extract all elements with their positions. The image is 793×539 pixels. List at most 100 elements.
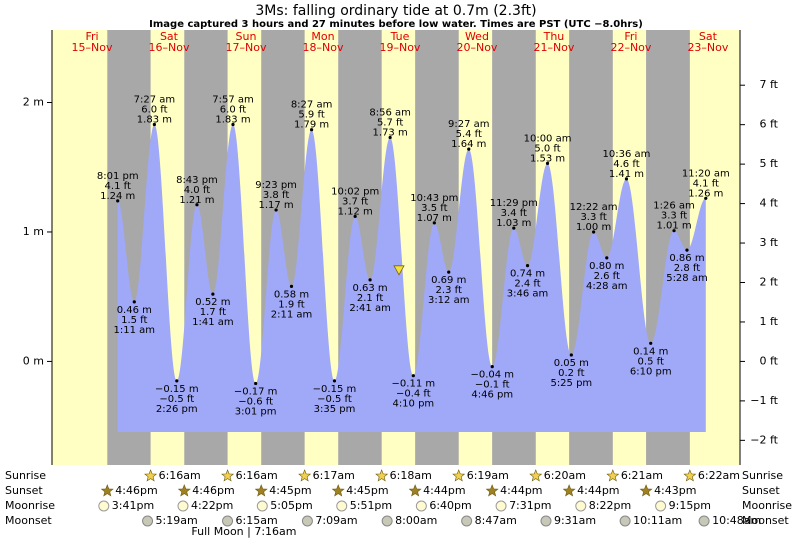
sunrise-time: 6:17am <box>313 469 355 482</box>
sunrise-icon <box>375 469 389 482</box>
tide-point <box>447 270 451 274</box>
tide-label: 0.5 ft <box>638 356 664 367</box>
tide-label: 3.8 ft <box>263 190 289 201</box>
moonset-time: 5:19am <box>156 514 198 527</box>
tide-point <box>211 292 215 296</box>
moon-phase: Full Moon | 7:16am <box>191 525 296 538</box>
sunset-icon <box>100 484 114 497</box>
y-tick-label: 1 m <box>23 225 44 238</box>
day-date: 17–Nov <box>225 41 266 54</box>
tide-label: 1.73 m <box>373 127 408 138</box>
tide-label: 10:02 pm <box>331 186 379 197</box>
moonset-time: 7:09am <box>315 514 357 527</box>
tide-label: 9:23 pm <box>255 180 297 191</box>
tide-point <box>289 284 294 288</box>
tide-label: 0.74 m <box>510 269 545 280</box>
tide-point <box>704 196 708 200</box>
y-tick-label: 0 m <box>23 354 44 367</box>
tide-label: 10:00 am <box>524 133 572 144</box>
row-label: Moonset <box>742 514 789 527</box>
tide-point <box>254 381 258 386</box>
row-label: Sunrise <box>5 469 46 482</box>
tide-label: 3:46 am <box>507 289 549 300</box>
day-name: Wed <box>465 30 489 43</box>
moonrise-time: 4:22pm <box>191 499 233 512</box>
tide-point <box>685 248 689 252</box>
sunrise-icon <box>683 469 697 482</box>
tide-label: 1.00 m <box>576 222 611 233</box>
sunset-icon <box>177 484 191 497</box>
sunset-time: 4:44pm <box>500 484 542 497</box>
y2-tick-label: 6 ft <box>760 118 779 131</box>
tide-label: 7:57 am <box>212 95 254 106</box>
tide-label: 5.0 ft <box>534 143 560 154</box>
sunset-icon <box>562 484 576 497</box>
moonset-icon <box>381 515 393 527</box>
tide-label: 1.64 m <box>451 139 486 150</box>
chart-title: 3Ms: falling ordinary tide at 0.7m (2.3f… <box>255 3 536 19</box>
tide-point <box>490 365 494 369</box>
tide-area <box>117 124 706 432</box>
tide-point <box>132 300 136 304</box>
tide-label: 1:11 am <box>114 325 156 336</box>
moonrise-icon <box>177 500 189 512</box>
moonrise-icon <box>655 500 667 512</box>
tide-label: 7:27 am <box>134 95 176 106</box>
tide-point <box>368 278 372 282</box>
day-date: 21–Nov <box>533 41 574 54</box>
moonrise-time: 8:22pm <box>589 499 631 512</box>
tide-label: 0.58 m <box>274 289 309 300</box>
tide-label: −0.5 ft <box>317 394 352 405</box>
tide-point <box>175 379 179 383</box>
tide-label: 10:43 pm <box>410 193 458 204</box>
current-marker <box>393 265 405 276</box>
sunset-icon <box>254 484 268 497</box>
tide-label: 2:11 am <box>271 309 313 320</box>
tide-point <box>309 128 314 132</box>
tide-label: 2:41 am <box>349 303 391 314</box>
tide-label: 3:12 am <box>428 295 470 306</box>
y2-tick-label: 3 ft <box>760 236 779 249</box>
row-label: Sunset <box>5 484 43 497</box>
tide-point <box>274 208 278 212</box>
tide-label: 12:22 am <box>570 202 618 213</box>
day-name: Sun <box>236 30 257 43</box>
tide-label: −0.15 m <box>313 384 357 395</box>
day-date: 15–Nov <box>72 41 113 54</box>
moonset-time: 9:31am <box>554 514 596 527</box>
sunset-icon <box>408 484 422 497</box>
moonset-time: 8:00am <box>395 514 437 527</box>
moonrise-time: 5:05pm <box>270 499 312 512</box>
y2-tick-label: 4 ft <box>760 197 779 210</box>
y-tick-label: 2 m <box>23 96 44 109</box>
tide-point <box>432 221 436 225</box>
tide-label: 1.83 m <box>215 115 250 126</box>
y2-tick-label: −1 ft <box>750 394 778 407</box>
moonset-icon <box>222 515 234 527</box>
tide-label: 2.3 ft <box>436 285 462 296</box>
tide-label: 0.2 ft <box>558 368 584 379</box>
tide-point <box>332 379 337 383</box>
tide-label: 5.9 ft <box>298 110 324 121</box>
sunrise-icon <box>298 469 312 482</box>
y2-tick-label: 7 ft <box>760 78 779 91</box>
tide-point <box>592 230 596 234</box>
moonrise-time: 5:51pm <box>350 499 392 512</box>
tide-label: 8:01 pm <box>97 171 139 182</box>
tide-label: 0.69 m <box>431 275 466 286</box>
tide-label: 9:27 am <box>448 119 490 130</box>
tide-label: 0.86 m <box>669 253 704 264</box>
tide-point <box>649 341 653 345</box>
moonrise-icon <box>98 500 110 512</box>
day-name: Tue <box>390 30 410 43</box>
day-date: 16–Nov <box>149 41 190 54</box>
sunrise-time: 6:19am <box>467 469 509 482</box>
moonrise-time: 9:15pm <box>669 499 711 512</box>
sunrise-icon <box>529 469 543 482</box>
tide-point <box>624 177 629 181</box>
tide-label: 4.6 ft <box>613 159 639 170</box>
tide-label: 4:46 pm <box>471 390 513 401</box>
row-label: Moonset <box>5 514 52 527</box>
y2-tick-label: 5 ft <box>760 157 779 170</box>
